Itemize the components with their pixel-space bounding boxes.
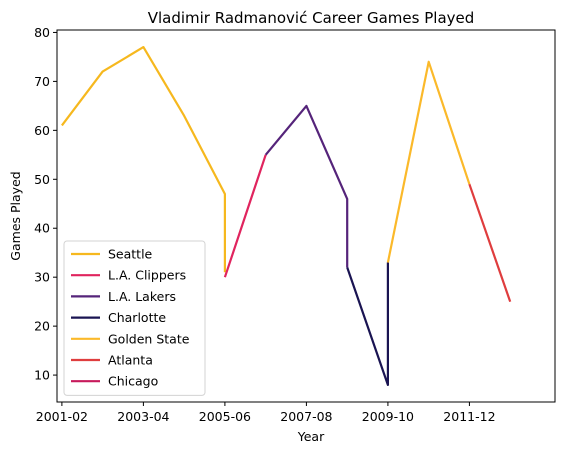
x-tick-label: 2005-06	[199, 409, 251, 424]
y-tick-label: 50	[34, 172, 50, 187]
series-line-3	[346, 262, 389, 386]
y-tick-label: 20	[34, 319, 50, 334]
series-line-1	[223, 154, 267, 278]
series-line-0	[61, 46, 226, 273]
legend-label-2: L.A. Lakers	[108, 289, 176, 304]
x-axis-title: Year	[297, 429, 325, 444]
x-tick-label: 2003-04	[117, 409, 169, 424]
legend-label-6: Chicago	[108, 374, 158, 389]
x-tick-label: 2011-12	[443, 409, 495, 424]
series-line-5	[468, 183, 512, 303]
legend: Seattle L.A. Clippers L.A. Lakers Charlotte…	[63, 240, 206, 396]
y-tick-label: 40	[34, 221, 50, 236]
x-tick-label: 2007-08	[280, 409, 332, 424]
legend-label-5: Atlanta	[108, 353, 153, 368]
y-tick-label: 70	[34, 74, 50, 89]
legend-frame	[63, 240, 206, 396]
y-tick-label: 30	[34, 270, 50, 285]
chart-title: Vladimir Radmanović Career Games Played	[148, 9, 475, 27]
legend-label-4: Golden State	[108, 331, 190, 346]
legend-label-0: Seattle	[108, 247, 153, 262]
y-tick-label: 60	[34, 123, 50, 138]
y-tick-label: 10	[34, 368, 50, 383]
series-line-4	[386, 60, 471, 263]
x-tick-label: 2001-02	[36, 409, 88, 424]
legend-label-3: Charlotte	[108, 310, 166, 325]
plot-area: 10 20 30 40 50 60 70 80 2001-02 2003-04 2005-06 200…	[34, 25, 556, 424]
x-tick-label: 2009-10	[362, 409, 414, 424]
series-line-2	[264, 104, 349, 268]
y-axis-title: Games Played	[8, 171, 23, 260]
legend-label-1: L.A. Clippers	[108, 268, 186, 283]
y-tick-label: 80	[34, 25, 50, 40]
